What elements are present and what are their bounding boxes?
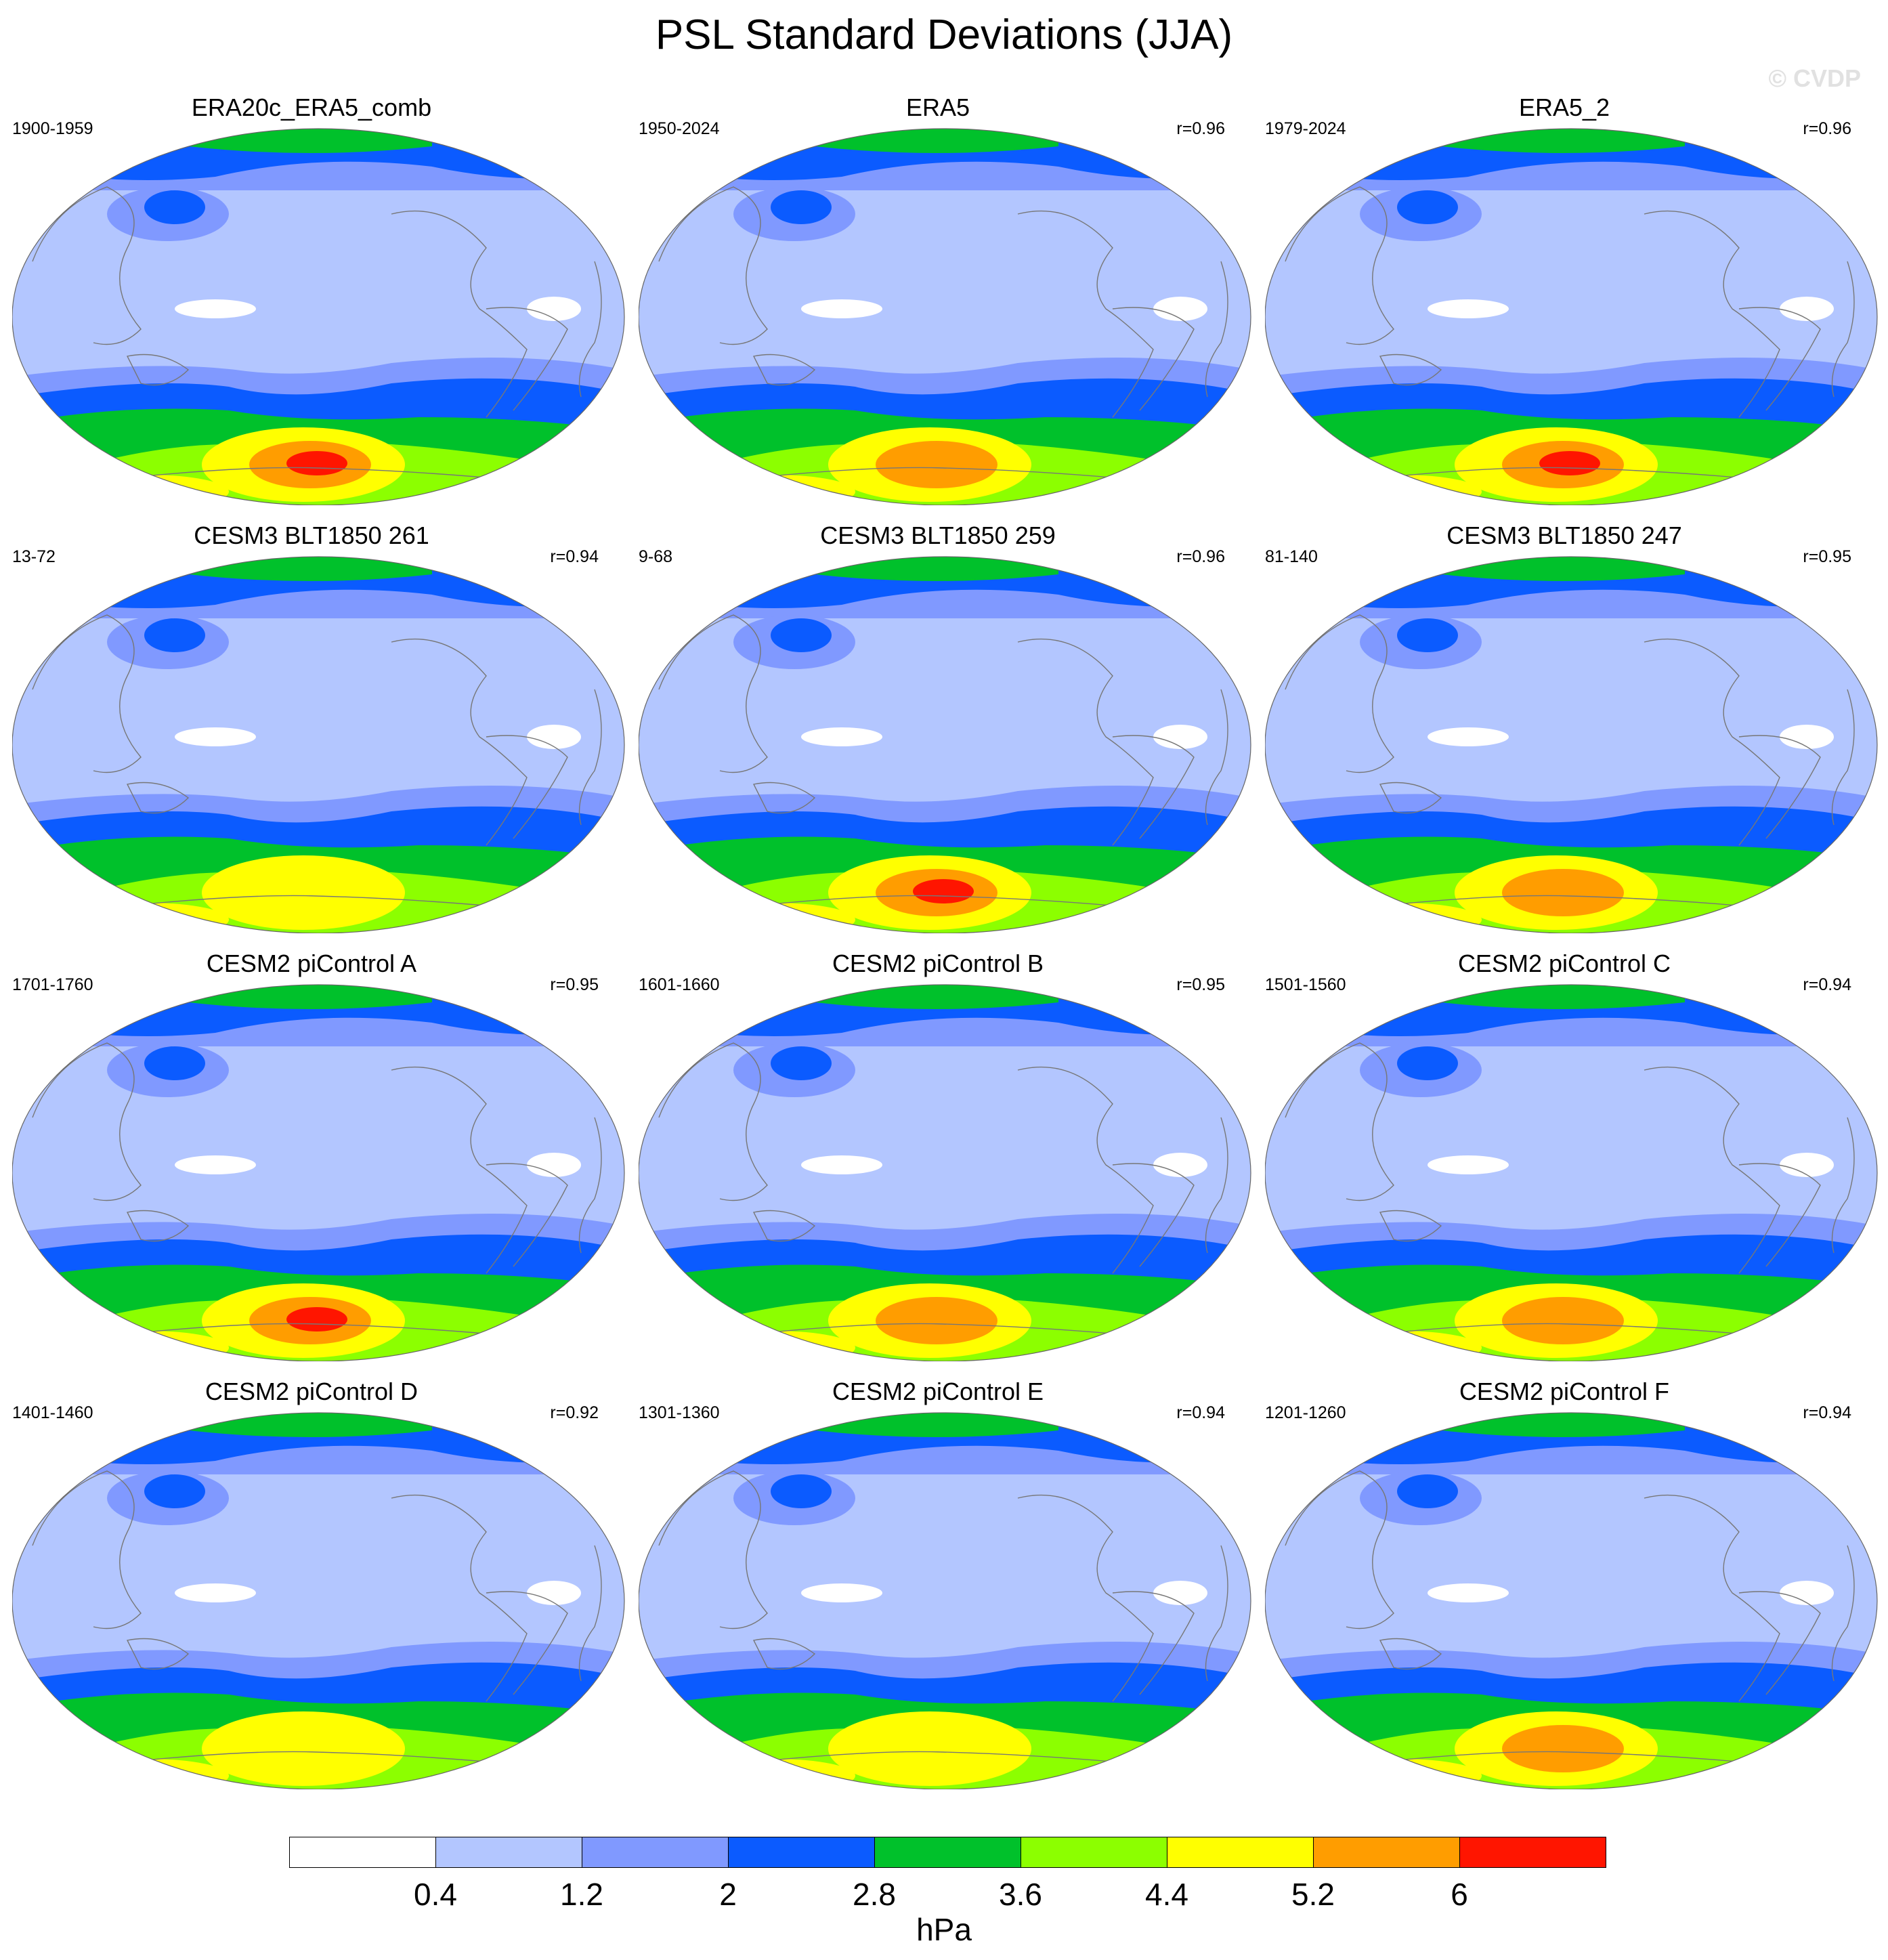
colorbar-tick-label: 0.4 (414, 1877, 457, 1912)
colorbar-tick-label: 3.6 (999, 1877, 1042, 1912)
panel-correlation: r=0.94 (550, 547, 599, 566)
world-map (1265, 984, 1878, 1361)
colorbar-box (289, 1837, 436, 1868)
panel-title: CESM3 BLT1850 247 (1446, 521, 1682, 549)
panel-correlation: r=0.96 (1176, 119, 1225, 138)
world-map (639, 1412, 1251, 1789)
panel-years: 1979-2024 (1265, 119, 1346, 138)
colorbar-tick-label: 6 (1451, 1877, 1468, 1912)
page-title: PSL Standard Deviations (JJA) (655, 12, 1233, 58)
panel-correlation: r=0.96 (1803, 119, 1851, 138)
panel-years: 1950-2024 (639, 119, 720, 138)
panel-correlation: r=0.95 (550, 975, 599, 994)
colorbar-box (1313, 1837, 1460, 1868)
panel-years: 1701-1760 (12, 975, 93, 994)
map-panel: CESM3 BLT1850 247 81-140 r=0.95 (1253, 521, 1878, 948)
panel-title: CESM3 BLT1850 259 (820, 521, 1056, 549)
panel-title: CESM2 piControl F (1459, 1378, 1670, 1405)
colorbar-box (435, 1837, 582, 1868)
map-panel: ERA5_2 1979-2024 r=0.96 (1253, 93, 1878, 520)
panel-title: ERA5 (905, 93, 970, 121)
panel-title: CESM3 BLT1850 261 (194, 521, 429, 549)
panel-correlation: r=0.95 (1176, 975, 1225, 994)
map-panel: CESM2 piControl B 1601-1660 r=0.95 (626, 950, 1251, 1376)
map-panel: CESM2 piControl A 1701-1760 r=0.95 (0, 950, 625, 1376)
panel-years: 13-72 (12, 547, 56, 566)
panel-correlation: r=0.94 (1176, 1403, 1225, 1422)
panel-title: ERA20c_ERA5_comb (191, 93, 432, 121)
cvdp-watermark: © CVDP (1768, 64, 1861, 92)
world-map (639, 556, 1251, 933)
colorbar-box (1459, 1837, 1606, 1868)
map-panel: CESM3 BLT1850 261 13-72 r=0.94 (0, 521, 625, 948)
panel-correlation: r=0.95 (1803, 547, 1851, 566)
colorbar-box (1021, 1837, 1167, 1868)
panel-correlation: r=0.94 (1803, 1403, 1851, 1422)
map-panel: CESM2 piControl D 1401-1460 r=0.92 (0, 1378, 625, 1804)
panel-years: 1201-1260 (1265, 1403, 1346, 1422)
world-map (1265, 1412, 1878, 1789)
world-map (639, 984, 1251, 1361)
world-map (1265, 128, 1878, 505)
panel-years: 1900-1959 (12, 119, 93, 138)
world-map (12, 128, 625, 505)
colorbar-unit: hPa (916, 1912, 972, 1947)
map-panel: CESM2 piControl F 1201-1260 r=0.94 (1253, 1378, 1878, 1804)
map-panel: CESM2 piControl C 1501-1560 r=0.94 (1253, 950, 1878, 1376)
colorbar-box (1167, 1837, 1314, 1868)
panel-years: 1601-1660 (639, 975, 720, 994)
world-map (12, 984, 625, 1361)
world-map (12, 556, 625, 933)
map-panel: CESM3 BLT1850 259 9-68 r=0.96 (626, 521, 1251, 948)
colorbar-box (728, 1837, 875, 1868)
colorbar-tick-label: 5.2 (1291, 1877, 1335, 1912)
panel-title: CESM2 piControl B (832, 950, 1044, 977)
colorbar-tick-label: 2 (719, 1877, 737, 1912)
panel-title: CESM2 piControl E (832, 1378, 1044, 1405)
panel-title: CESM2 piControl A (206, 950, 417, 977)
panel-correlation: r=0.92 (550, 1403, 599, 1422)
map-panel: CESM2 piControl E 1301-1360 r=0.94 (626, 1378, 1251, 1804)
panel-years: 81-140 (1265, 547, 1318, 566)
map-panel: ERA20c_ERA5_comb 1900-1959 (0, 93, 625, 520)
panel-title: CESM2 piControl C (1457, 950, 1671, 977)
map-panel: ERA5 1950-2024 r=0.96 (626, 93, 1251, 520)
colorbar-tick-label: 2.8 (853, 1877, 896, 1912)
world-map (1265, 556, 1878, 933)
colorbar-tick-label: 4.4 (1145, 1877, 1188, 1912)
panel-years: 1301-1360 (639, 1403, 720, 1422)
world-map (12, 1412, 625, 1789)
colorbar-box (874, 1837, 1021, 1868)
panel-title: CESM2 piControl D (205, 1378, 419, 1405)
panel-years: 9-68 (639, 547, 673, 566)
panel-correlation: r=0.96 (1176, 547, 1225, 566)
panel-years: 1401-1460 (12, 1403, 93, 1422)
world-map (639, 128, 1251, 505)
panel-title: ERA5_2 (1518, 93, 1610, 121)
colorbar-tick-label: 1.2 (560, 1877, 603, 1912)
colorbar-box (582, 1837, 729, 1868)
panel-correlation: r=0.94 (1803, 975, 1851, 994)
panel-years: 1501-1560 (1265, 975, 1346, 994)
